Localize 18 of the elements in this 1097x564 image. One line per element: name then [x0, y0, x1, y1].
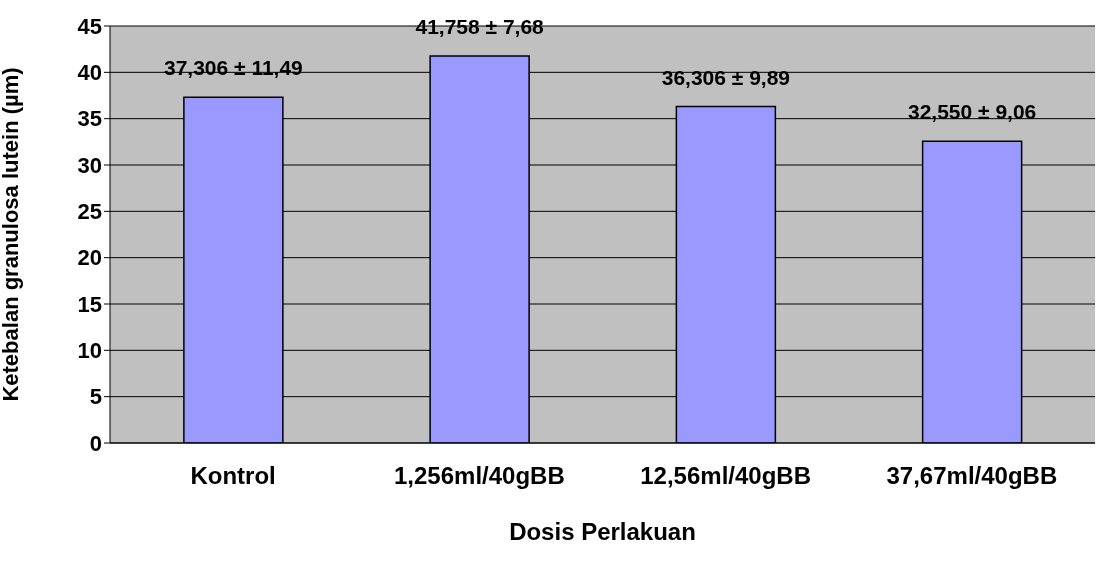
- y-tick-label: 35: [77, 106, 102, 132]
- y-axis-title: Ketebalan granulosa lutein (µm): [0, 67, 23, 402]
- data-label: 32,550 ± 9,06: [907, 100, 1037, 124]
- y-tick-label: 10: [77, 338, 102, 364]
- x-tick-label: 12,56ml/40gBB: [640, 462, 812, 490]
- y-tick-label: 20: [77, 245, 102, 271]
- y-tick-label: 0: [89, 430, 102, 456]
- y-tick-label: 40: [77, 60, 102, 86]
- y-tick-label: 30: [77, 152, 102, 178]
- y-tick-label: 25: [77, 199, 102, 225]
- x-axis-title: Dosis Perlakuan: [509, 518, 696, 545]
- x-tick-label: 1,256ml/40gBB: [393, 462, 565, 490]
- x-tick-label: 37,67ml/40gBB: [886, 462, 1058, 490]
- y-tick-label: 15: [77, 291, 102, 317]
- y-tick-label: 5: [89, 384, 102, 410]
- y-tick-label: 45: [77, 13, 102, 39]
- x-tick-label: Kontrol: [190, 462, 276, 490]
- data-label: 41,758 ± 7,68: [415, 15, 545, 39]
